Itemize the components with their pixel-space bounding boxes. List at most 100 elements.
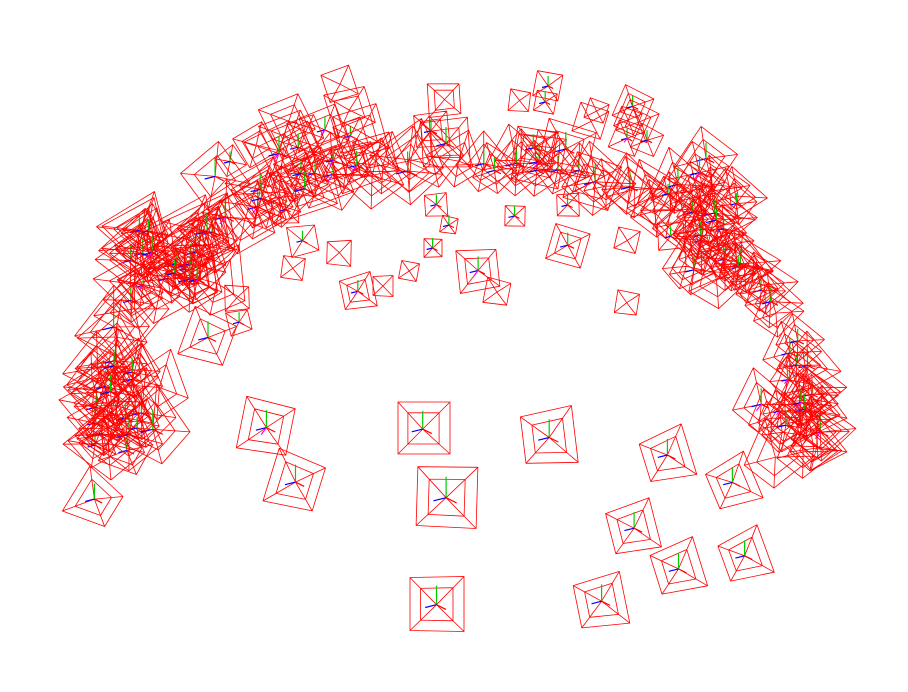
camera-frustum bbox=[423, 192, 449, 217]
frustum-outline bbox=[165, 251, 218, 304]
right-axis bbox=[266, 427, 276, 433]
camera-frustum bbox=[92, 246, 163, 317]
right-axis bbox=[483, 163, 492, 168]
frustum-outline bbox=[74, 284, 150, 361]
forward-axis bbox=[684, 269, 695, 273]
frustum-outline bbox=[775, 313, 825, 363]
accent-axis bbox=[354, 290, 359, 297]
forward-axis bbox=[661, 193, 669, 196]
camera-frustum bbox=[291, 145, 355, 209]
frustum-outline bbox=[423, 192, 449, 217]
forward-axis bbox=[751, 403, 762, 408]
camera-frustum bbox=[482, 276, 512, 306]
frustum-outline bbox=[707, 167, 751, 211]
frustum-outline bbox=[372, 275, 394, 297]
camera-axes bbox=[436, 127, 455, 149]
frustum-outline bbox=[326, 239, 352, 267]
right-axis bbox=[445, 497, 457, 504]
camera-frustum bbox=[112, 402, 157, 447]
camera-axes bbox=[624, 512, 643, 533]
frustum-outline bbox=[420, 116, 471, 168]
forward-axis bbox=[474, 163, 484, 167]
camera-frustum bbox=[520, 405, 579, 464]
forward-axis bbox=[538, 436, 550, 441]
right-axis bbox=[632, 105, 639, 110]
right-axis bbox=[142, 284, 150, 289]
frustum-outline bbox=[504, 205, 526, 227]
forward-axis bbox=[508, 215, 515, 218]
right-axis bbox=[302, 240, 308, 244]
right-axis bbox=[300, 172, 309, 178]
frustum-outline bbox=[286, 224, 320, 258]
camera-frustum bbox=[667, 141, 730, 204]
frustum-outline bbox=[62, 465, 124, 527]
frustum-outline bbox=[561, 140, 637, 216]
forward-axis bbox=[411, 428, 423, 433]
accent-axis bbox=[192, 279, 198, 286]
forward-axis bbox=[469, 269, 479, 274]
right-axis bbox=[716, 219, 726, 225]
frustum-outline bbox=[583, 97, 610, 124]
camera-frustum bbox=[583, 97, 610, 124]
frustum-outline bbox=[667, 141, 730, 204]
camera-frustum bbox=[144, 246, 196, 297]
camera-frustum bbox=[286, 224, 320, 258]
camera-frustum bbox=[70, 351, 140, 422]
forward-axis bbox=[657, 454, 668, 458]
camera-axes bbox=[486, 157, 502, 175]
frustum-outline bbox=[78, 398, 132, 453]
right-axis bbox=[646, 139, 653, 144]
camera-frustum bbox=[668, 161, 726, 218]
forward-axis bbox=[781, 379, 788, 382]
forward-axis bbox=[696, 158, 707, 162]
forward-axis bbox=[130, 427, 138, 431]
frustum-outline bbox=[536, 118, 597, 179]
right-axis bbox=[136, 427, 143, 432]
forward-axis bbox=[776, 424, 786, 428]
camera-axes bbox=[781, 369, 793, 385]
frustum-outline bbox=[778, 372, 833, 427]
frustum-outline bbox=[256, 171, 290, 205]
camera-axes bbox=[433, 476, 457, 504]
forward-axis bbox=[166, 272, 175, 276]
camera-frustum bbox=[257, 93, 316, 152]
right-axis bbox=[110, 391, 120, 397]
frustum-outline bbox=[630, 179, 689, 238]
frustum-outline bbox=[272, 153, 338, 220]
frustum-outline bbox=[66, 351, 115, 401]
accent-axis bbox=[329, 159, 334, 166]
forward-axis bbox=[561, 204, 568, 208]
right-axis bbox=[760, 289, 767, 294]
forward-axis bbox=[85, 498, 95, 502]
frustum-outline bbox=[650, 175, 685, 211]
forward-axis bbox=[591, 600, 602, 605]
camera-frustum bbox=[715, 166, 768, 219]
frustum-outline bbox=[323, 86, 376, 139]
camera-frustum bbox=[611, 84, 655, 127]
right-axis bbox=[148, 230, 155, 235]
camera-axes bbox=[508, 205, 520, 219]
frustum-outline bbox=[224, 284, 250, 312]
frustum-outline bbox=[338, 271, 378, 310]
right-axis bbox=[357, 290, 364, 295]
frustum-outline bbox=[290, 131, 369, 211]
forward-axis bbox=[624, 527, 635, 532]
camera-frustum bbox=[225, 309, 253, 337]
right-axis bbox=[789, 352, 798, 358]
frustum-outline bbox=[391, 115, 464, 188]
camera-frustum bbox=[326, 239, 352, 267]
camera-frustum bbox=[101, 218, 161, 278]
forward-axis bbox=[625, 105, 633, 109]
right-axis bbox=[544, 101, 551, 106]
frustum-outline bbox=[255, 199, 285, 229]
frustum-outline bbox=[92, 246, 163, 317]
camera-frustum bbox=[323, 86, 376, 139]
right-axis bbox=[197, 278, 205, 284]
forward-axis bbox=[87, 444, 96, 448]
right-axis bbox=[333, 159, 341, 164]
camera-axes bbox=[555, 131, 575, 154]
frustum-outline bbox=[144, 246, 196, 297]
frustum-outline bbox=[177, 305, 238, 366]
frustum-outline bbox=[397, 401, 451, 455]
